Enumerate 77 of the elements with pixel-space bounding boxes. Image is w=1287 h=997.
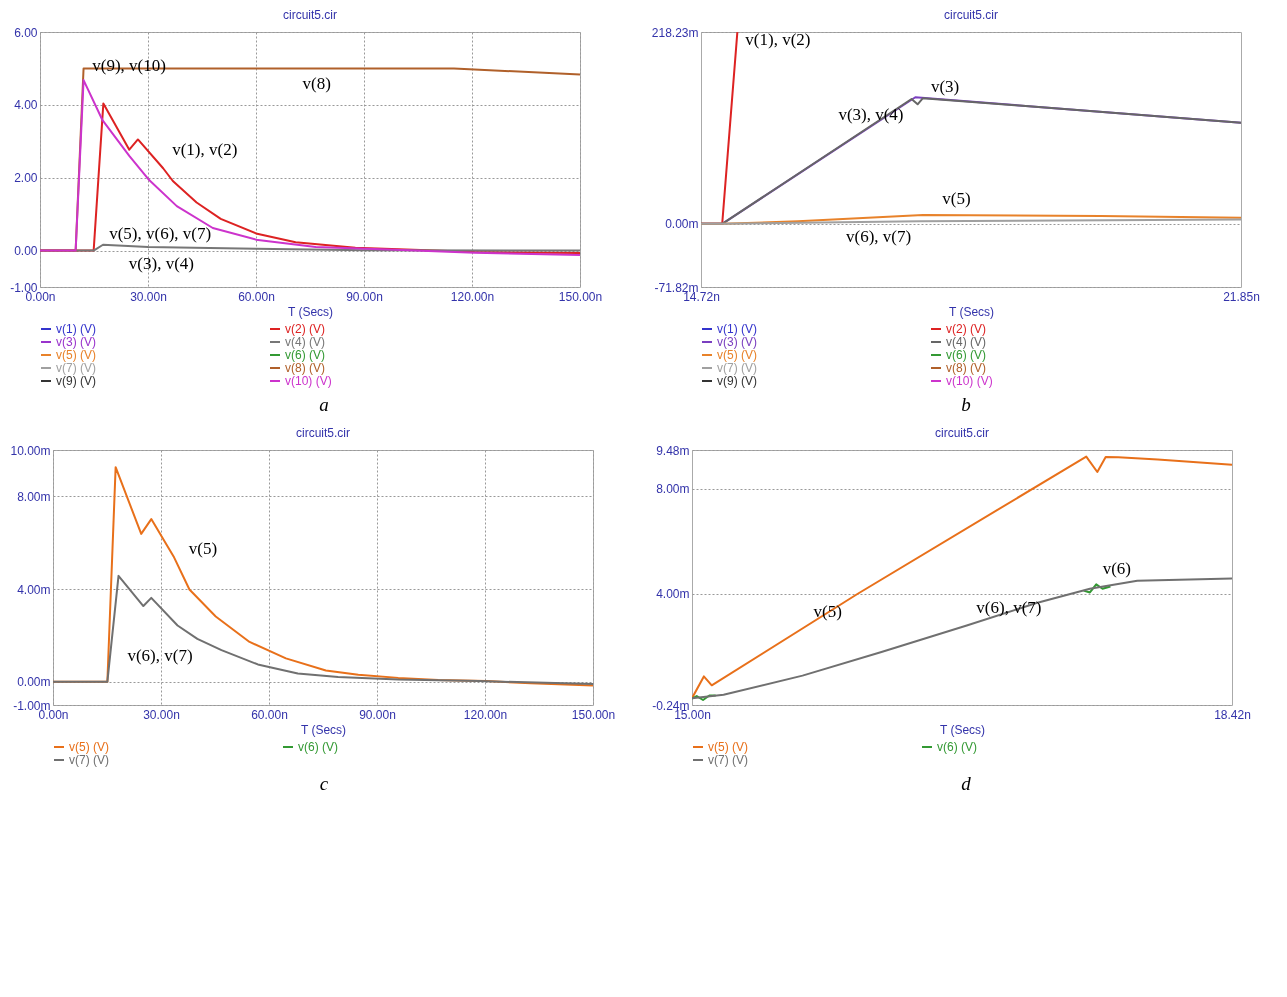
- legend-label: v(6) (V): [298, 740, 338, 754]
- legend-label: v(5) (V): [56, 348, 96, 362]
- y-tick-label: 2.00: [14, 171, 38, 186]
- line-series: [692, 577, 1232, 700]
- annotation: v(6): [1102, 558, 1131, 578]
- x-tick-label: 30.00n: [143, 707, 180, 722]
- annotation: v(1), v(2): [745, 29, 811, 49]
- text: d: [960, 773, 972, 795]
- y-tick-label: 4.00: [14, 98, 38, 113]
- y-tick-label: 0.00m: [665, 217, 699, 232]
- legend-label: v(6) (V): [946, 348, 986, 362]
- text: c: [318, 773, 330, 795]
- x-tick-label: 90.00n: [359, 707, 396, 722]
- legend-label: v(4) (V): [285, 335, 325, 349]
- annotation: v(6), v(7): [845, 226, 912, 246]
- y-tick-label: 9.48m: [656, 443, 690, 458]
- line-series: [53, 574, 593, 685]
- legend-label: v(10) (V): [285, 374, 332, 388]
- legend-label: v(9) (V): [717, 374, 757, 388]
- legend-label: v(4) (V): [946, 335, 986, 349]
- legend-label: v(7) (V): [708, 753, 748, 767]
- y-tick-label: 4.00m: [656, 587, 690, 602]
- legend-label: v(1) (V): [56, 322, 96, 336]
- y-tick-label: 8.00m: [17, 489, 51, 504]
- y-tick-label: 4.00m: [17, 582, 51, 597]
- y-tick-label: 6.00: [14, 25, 38, 40]
- legend-label: v(7) (V): [56, 361, 96, 375]
- x-tick-label: 60.00n: [251, 707, 288, 722]
- annotation: v(8): [302, 74, 331, 94]
- x-axis-title: T (Secs): [287, 304, 334, 319]
- chart-title: circuit5.cir: [295, 426, 351, 440]
- annotation: v(3), v(4): [128, 254, 194, 274]
- y-tick-label: 0.00m: [17, 675, 51, 690]
- x-tick-label: 60.00n: [238, 289, 275, 304]
- x-tick-label: 21.85n: [1223, 289, 1260, 304]
- legend-label: v(2) (V): [285, 322, 325, 336]
- x-axis-title: T (Secs): [948, 304, 995, 319]
- legend-label: v(5) (V): [69, 740, 109, 754]
- x-axis-title: T (Secs): [939, 722, 986, 737]
- legend-label: v(3) (V): [56, 335, 96, 349]
- x-tick-label: 150.00n: [571, 707, 616, 722]
- chart-title: circuit5.cir: [943, 8, 999, 22]
- chart-title: circuit5.cir: [934, 426, 990, 440]
- legend-label: v(8) (V): [285, 361, 325, 375]
- legend-label: v(6) (V): [937, 740, 977, 754]
- chart-title: circuit5.cir: [282, 8, 338, 22]
- x-tick-label: 18.42n: [1214, 707, 1251, 722]
- legend-label: v(5) (V): [708, 740, 748, 754]
- annotation: v(3): [930, 77, 960, 97]
- y-tick-label: 0.00: [14, 244, 38, 259]
- x-tick-label: 120.00n: [450, 289, 495, 304]
- legend-label: v(9) (V): [56, 374, 96, 388]
- x-tick-label: 30.00n: [130, 289, 167, 304]
- annotation: v(5), v(6), v(7): [109, 223, 212, 243]
- legend-label: v(1) (V): [717, 322, 757, 336]
- legend-label: v(5) (V): [717, 348, 757, 362]
- legend-label: v(2) (V): [946, 322, 986, 336]
- legend-label: v(6) (V): [285, 348, 325, 362]
- line-series: [692, 455, 1232, 700]
- text: a: [318, 394, 330, 416]
- annotation: v(5): [942, 188, 971, 208]
- legend-label: v(7) (V): [717, 361, 757, 375]
- x-tick-label: 120.00n: [463, 707, 508, 722]
- text: b: [960, 394, 972, 416]
- x-tick-label: 150.00n: [558, 289, 603, 304]
- annotation: v(5): [188, 538, 218, 558]
- annotation: v(6), v(7): [127, 646, 193, 666]
- y-tick-label: 10.00m: [10, 443, 51, 458]
- legend-label: v(8) (V): [946, 361, 986, 375]
- y-tick-label: 8.00m: [656, 482, 690, 497]
- y-tick-label: 218.23m: [651, 25, 699, 40]
- x-axis-title: T (Secs): [300, 722, 347, 737]
- annotation: v(1), v(2): [172, 139, 238, 159]
- legend-label: v(10) (V): [946, 374, 993, 388]
- x-tick-label: 90.00n: [346, 289, 383, 304]
- legend-label: v(3) (V): [717, 335, 757, 349]
- legend-label: v(7) (V): [69, 753, 109, 767]
